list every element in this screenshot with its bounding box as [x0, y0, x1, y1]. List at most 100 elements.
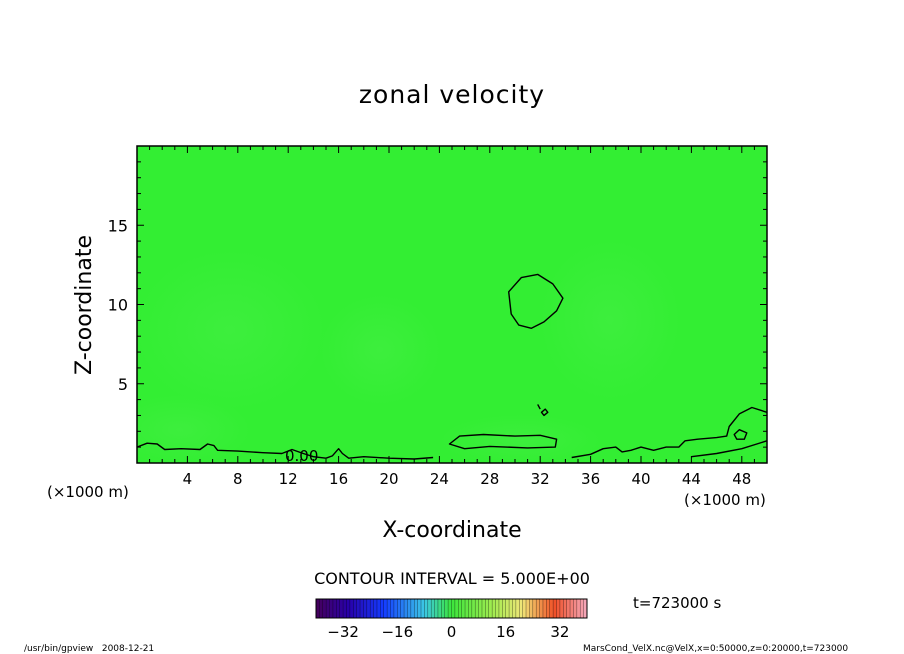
colorbar-cell	[549, 599, 554, 618]
colorbar-cell	[576, 599, 581, 618]
colorbar-cell	[322, 599, 327, 618]
colorbar-cell	[481, 599, 486, 618]
colorbar-cell	[383, 599, 388, 618]
field-shading	[137, 240, 680, 463]
colorbar-cell	[397, 599, 401, 618]
colorbar-cell	[326, 599, 330, 618]
colorbar-tick-labels: −32 −16 0 16 32	[327, 623, 569, 641]
colorbar-cell	[434, 599, 439, 618]
colorbar-cell	[580, 599, 584, 618]
x-tick-label: 44	[682, 470, 701, 488]
colorbar-cell	[414, 599, 418, 618]
colorbar-cell	[316, 599, 320, 618]
colorbar-cell	[319, 599, 324, 618]
colorbar-cell	[546, 599, 551, 618]
colorbar-cell	[465, 599, 469, 618]
x-tick-label: 20	[379, 470, 398, 488]
colorbar-cell	[519, 599, 523, 618]
colorbar-cell	[536, 599, 540, 618]
contour-line-6	[571, 406, 767, 459]
colorbar-cell	[522, 599, 527, 618]
colorbar-cell	[424, 599, 429, 618]
colorbar-cell	[407, 599, 412, 618]
colorbar-cell	[421, 599, 425, 618]
colorbar-cell	[505, 599, 510, 618]
colorbar-cell	[515, 599, 520, 618]
colorbar-cell	[410, 599, 415, 618]
colorbar-cell	[532, 599, 537, 618]
contour-line-4	[137, 442, 434, 460]
colorbar-cell	[509, 599, 513, 618]
colorbar-cell	[461, 599, 466, 618]
x-tick-label: 40	[631, 470, 650, 488]
colorbar-tick-label: 16	[496, 623, 515, 641]
colorbar-cell	[573, 599, 578, 618]
colorbar-cell	[542, 599, 547, 618]
colorbar: −32 −16 0 16 32	[315, 598, 588, 641]
y-tick-label: 5	[118, 375, 128, 394]
y-tick-label: 10	[108, 296, 128, 315]
colorbar-cell	[376, 599, 381, 618]
time-label: t=723000 s	[633, 594, 721, 612]
colorbar-cell	[343, 599, 347, 618]
colorbar-cell	[539, 599, 544, 618]
y-unit-label: (×1000 m)	[47, 483, 129, 501]
colorbar-tick-label: 32	[550, 623, 569, 641]
colorbar-cell	[387, 599, 391, 618]
colorbar-cell	[556, 599, 561, 618]
colorbar-cell	[583, 599, 588, 618]
colorbar-cell	[360, 599, 364, 618]
contour-interval-label: CONTOUR INTERVAL = 5.000E+00	[314, 569, 590, 588]
colorbar-cell	[454, 599, 459, 618]
x-tick-labels: 4 8 12 16 20 24 28 32 36 40 44 48	[183, 470, 752, 488]
contour-line-1	[448, 433, 558, 450]
colorbar-cell	[444, 599, 449, 618]
colorbar-cell	[441, 599, 446, 618]
contour-line-5	[537, 404, 541, 410]
y-axis-label: Z-coordinate	[72, 235, 97, 375]
colorbar-cell	[526, 599, 530, 618]
colorbar-cell	[393, 599, 398, 618]
colorbar-cell	[451, 599, 456, 618]
x-tick-label: 36	[581, 470, 600, 488]
x-tick-label: 8	[233, 470, 243, 488]
contour-line-3	[733, 429, 748, 440]
colorbar-cell	[502, 599, 506, 618]
x-tick-label: 4	[183, 470, 193, 488]
colorbar-cell	[366, 599, 371, 618]
colorbar-cell	[458, 599, 462, 618]
colorbar-cell	[332, 599, 337, 618]
contour-lines	[137, 273, 767, 460]
footer-command: /usr/bin/gpview 2008-12-21	[24, 644, 154, 654]
colorbar-frame	[315, 598, 588, 619]
colorbar-cell	[404, 599, 408, 618]
colorbar-cells	[315, 599, 588, 618]
x-tick-label: 28	[480, 470, 499, 488]
y-tick-label: 15	[108, 216, 128, 235]
colorbar-cell	[563, 599, 567, 618]
chart-title: zonal velocity	[359, 80, 545, 109]
y-tick-labels: 5 10 15	[108, 216, 128, 394]
colorbar-cell	[346, 599, 351, 618]
contour-label: 0.00	[285, 447, 318, 465]
colorbar-cell	[529, 599, 534, 618]
footer-source: MarsCond_VelX.nc@VelX,x=0:50000,z=0:2000…	[583, 644, 848, 654]
colorbar-cell	[492, 599, 496, 618]
plot-area: 0.00	[136, 145, 768, 465]
colorbar-cell	[448, 599, 452, 618]
colorbar-cell	[390, 599, 395, 618]
x-tick-label: 48	[732, 470, 751, 488]
colorbar-cell	[329, 599, 334, 618]
colorbar-cell	[485, 599, 490, 618]
colorbar-cell	[488, 599, 493, 618]
colorbar-cell	[471, 599, 476, 618]
colorbar-cell	[370, 599, 374, 618]
colorbar-cell	[512, 599, 517, 618]
contour-line-2	[540, 408, 549, 417]
colorbar-cell	[566, 599, 571, 618]
colorbar-cell	[339, 599, 344, 618]
colorbar-cell	[495, 599, 500, 618]
colorbar-cell	[400, 599, 405, 618]
colorbar-cell	[559, 599, 564, 618]
